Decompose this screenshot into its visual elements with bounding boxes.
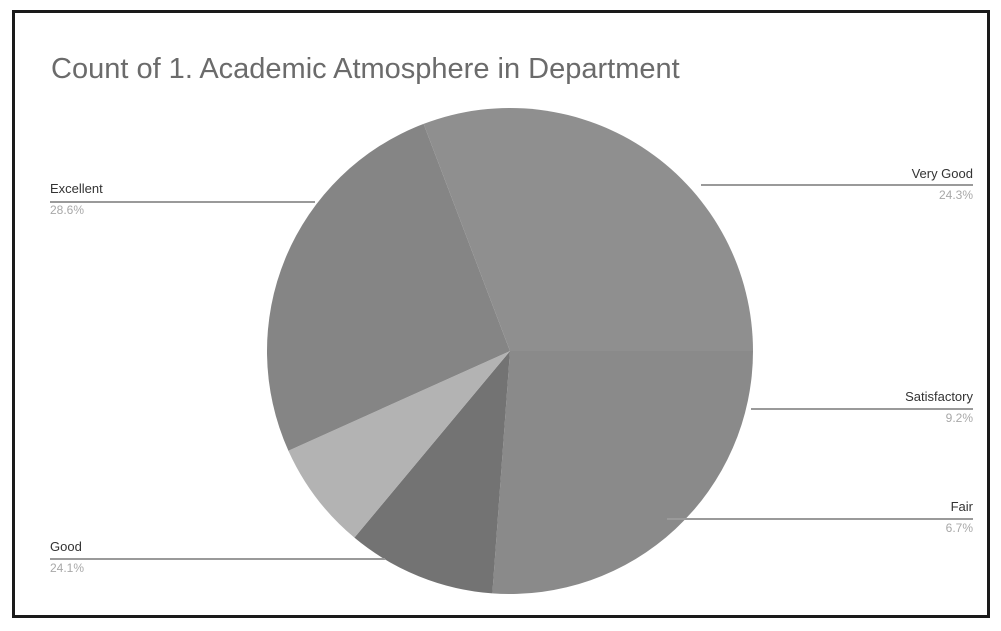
slice-percent-good: 24.1%	[50, 561, 84, 575]
chart-frame: Count of 1. Academic Atmosphere in Depar…	[12, 10, 990, 618]
slice-percent-satisfactory: 9.2%	[946, 411, 974, 425]
slice-label-good: Good	[50, 539, 82, 554]
pie-chart: Very Good 24.3% Satisfactory 9.2% Fair 6.7% Go…	[50, 107, 974, 595]
slice-percent-very-good: 24.3%	[939, 188, 973, 202]
pie-slice-satisfactory	[354, 351, 510, 594]
slice-label-excellent: Excellent	[50, 181, 103, 196]
slice-label-fair: Fair	[951, 499, 974, 514]
slice-label-very-good: Very Good	[912, 166, 973, 181]
slice-label-satisfactory: Satisfactory	[905, 389, 973, 404]
slice-percent-fair: 6.7%	[946, 521, 974, 535]
pie-slice-excellent	[423, 107, 753, 351]
slice-percent-excellent: 28.6%	[50, 203, 84, 217]
pie-slice-good	[266, 123, 510, 451]
chart-title: Count of 1. Academic Atmosphere in Depar…	[51, 53, 680, 85]
pie-slice-fair	[288, 351, 510, 538]
pie-slice-very-good	[492, 351, 754, 595]
